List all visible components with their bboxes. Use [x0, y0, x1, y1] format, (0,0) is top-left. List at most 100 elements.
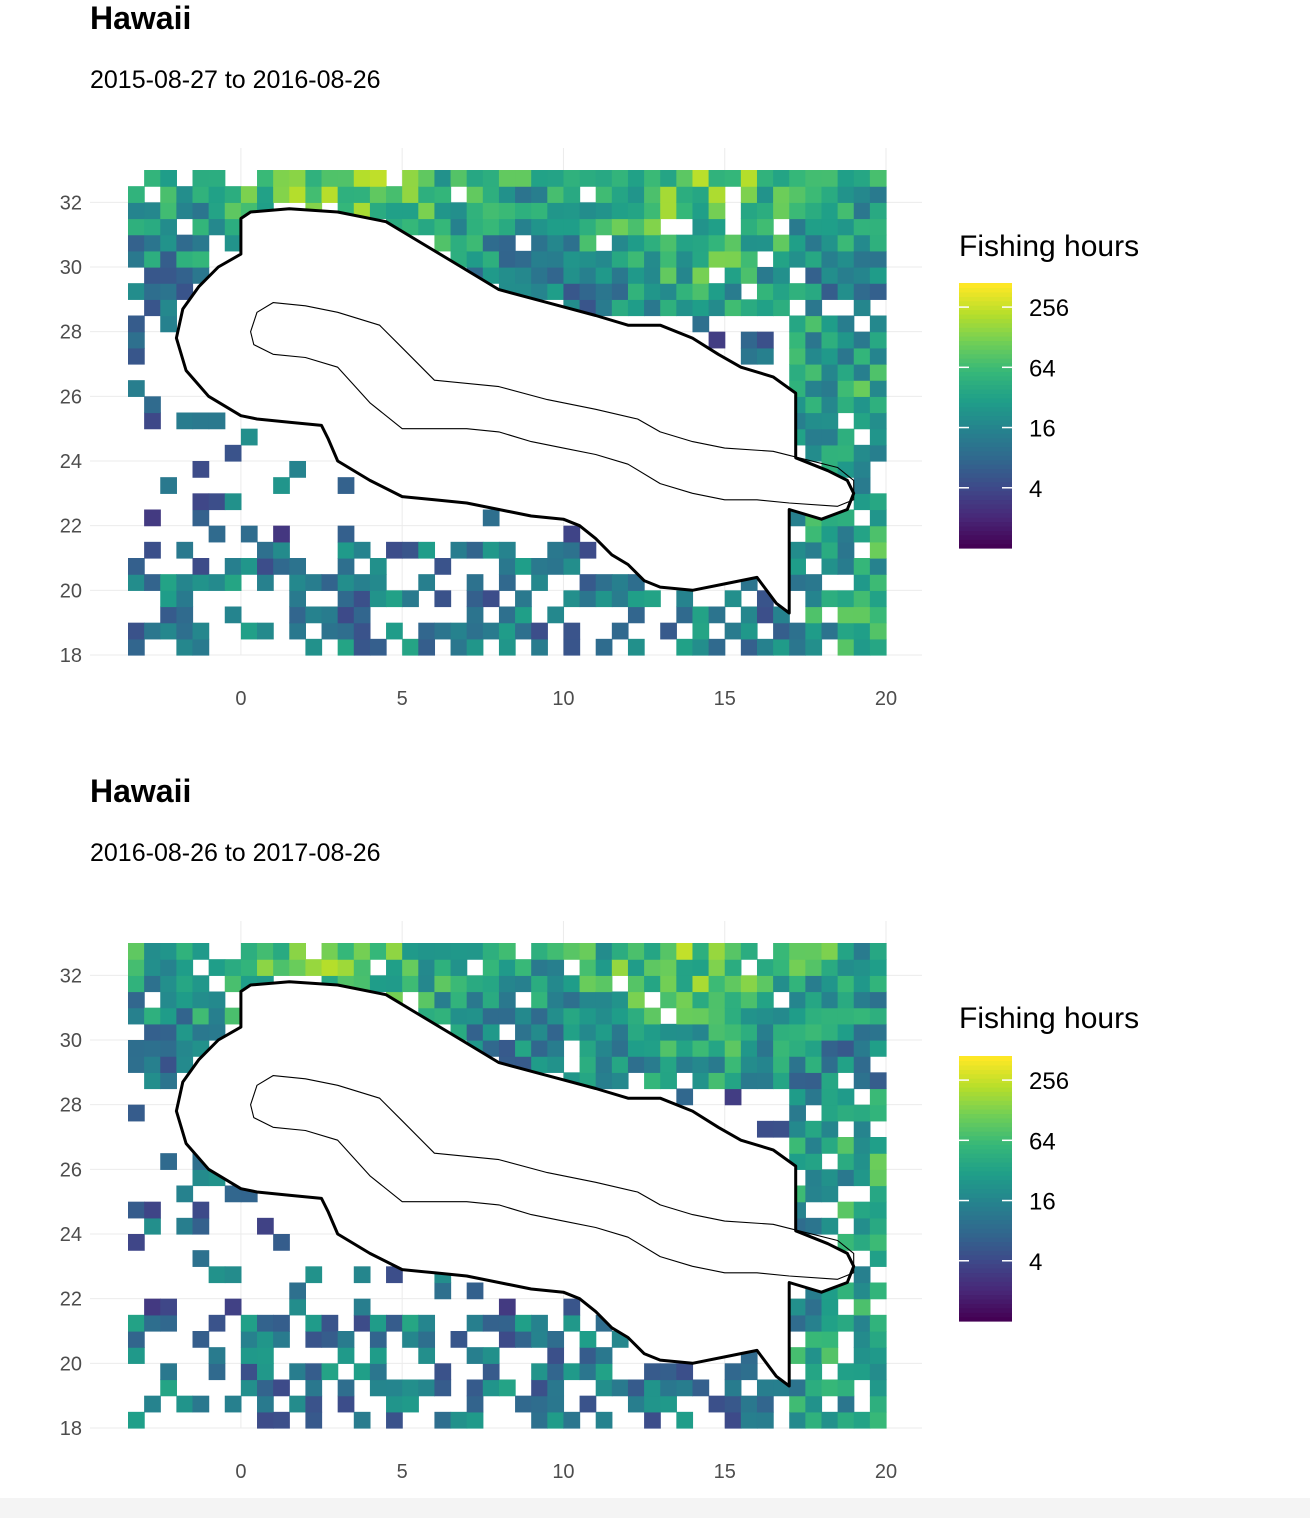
legend-colorbar-segment [959, 393, 1012, 399]
heatmap-cell [805, 380, 823, 397]
heatmap-cell [756, 1379, 774, 1397]
heatmap-cell [692, 606, 710, 624]
heatmap-cell [805, 202, 823, 220]
heatmap-cell [869, 1331, 887, 1348]
heatmap-cell [321, 606, 339, 624]
heatmap-cell [305, 1314, 323, 1332]
heatmap-cell [482, 170, 500, 187]
heatmap-cell [869, 1072, 887, 1090]
heatmap-cell [498, 622, 516, 640]
heatmap-cell [418, 1379, 436, 1397]
heatmap-cell [724, 1007, 742, 1025]
heatmap-cell [853, 331, 871, 349]
heatmap-cell [482, 943, 500, 960]
heatmap-cell [208, 1266, 226, 1284]
heatmap-cell [756, 638, 774, 656]
heatmap-cell [676, 1088, 694, 1106]
heatmap-cell [869, 315, 887, 333]
heatmap-cell [257, 959, 274, 976]
heatmap-cell [611, 283, 629, 300]
heatmap-cell [369, 574, 387, 591]
heatmap-cell [208, 1314, 226, 1332]
heatmap-cell [853, 299, 871, 317]
legend-colorbar-segment [959, 512, 1012, 518]
heatmap-cell [531, 1007, 548, 1025]
heatmap-cell [708, 170, 726, 187]
heatmap-cell [160, 622, 177, 640]
heatmap-cell [821, 428, 839, 446]
chart-title: Hawaii [90, 0, 192, 36]
heatmap-cell [450, 170, 468, 187]
heatmap-cell [579, 975, 597, 993]
legend-colorbar-segment [959, 1303, 1012, 1309]
heatmap-cell [402, 170, 419, 187]
heatmap-cell [466, 1007, 484, 1025]
legend-colorbar-segment [959, 1228, 1012, 1234]
heatmap-cell [853, 202, 871, 220]
heatmap-cell [515, 1314, 532, 1332]
heatmap-cell [160, 218, 177, 236]
heatmap-cell [595, 1363, 613, 1381]
heatmap-cell [611, 590, 629, 608]
y-tick-label: 26 [60, 1159, 82, 1181]
heatmap-cell [434, 590, 452, 608]
heatmap-cell [611, 943, 629, 960]
chart-subtitle: 2016-08-26 to 2017-08-26 [90, 839, 381, 867]
legend-colorbar-segment [959, 349, 1012, 355]
heatmap-cell [611, 959, 629, 976]
heatmap-cell [498, 250, 516, 268]
heatmap-cell [805, 283, 823, 300]
heatmap-cell [176, 622, 194, 640]
legend-break-label: 64 [1029, 1128, 1056, 1155]
heatmap-cell [434, 1282, 452, 1300]
heatmap-cell [676, 250, 694, 268]
heatmap-cell [853, 1072, 871, 1090]
heatmap-cell [515, 590, 532, 608]
heatmap-cell [789, 638, 806, 656]
heatmap-cell [869, 1314, 887, 1332]
heatmap-cell [418, 170, 436, 187]
legend-colorbar-segment [959, 1254, 1012, 1260]
heatmap-cell [805, 1153, 823, 1170]
heatmap-cell [853, 1007, 871, 1025]
legend-colorbar-segment [959, 1276, 1012, 1282]
heatmap-cell [289, 590, 307, 608]
heatmap-cell [257, 622, 274, 640]
heatmap-cell [224, 218, 242, 236]
heatmap-cell [869, 1137, 887, 1154]
heatmap-cell [321, 1331, 339, 1348]
heatmap-cell [128, 959, 145, 976]
heatmap-cell [789, 943, 806, 960]
heatmap-cell [756, 606, 774, 624]
heatmap-cell [837, 170, 855, 187]
heatmap-cell [386, 959, 403, 976]
heatmap-cell [692, 1023, 710, 1041]
legend-colorbar-segment [959, 1294, 1012, 1300]
y-tick-label: 30 [60, 1030, 82, 1052]
heatmap-cell [305, 1395, 323, 1413]
heatmap-cell [305, 186, 323, 203]
heatmap-cell [595, 1347, 613, 1364]
heatmap-cell [369, 638, 387, 656]
heatmap-cell [531, 202, 548, 220]
heatmap-cell [498, 606, 516, 624]
heatmap-cell [821, 1137, 839, 1154]
heatmap-cell [531, 1056, 548, 1073]
heatmap-cell [192, 991, 210, 1009]
heatmap-cell [337, 590, 355, 608]
heatmap-cell [305, 1411, 323, 1429]
heatmap-cell [740, 1072, 758, 1090]
heatmap-cell [176, 574, 194, 591]
heatmap-cell [837, 590, 855, 608]
legend-colorbar-segment [959, 450, 1012, 456]
heatmap-cell [644, 218, 661, 236]
heatmap-cell [837, 1379, 855, 1397]
heatmap-cell [837, 558, 855, 575]
heatmap-cell [805, 975, 823, 993]
heatmap-cell [708, 991, 726, 1009]
heatmap-cell [869, 1088, 887, 1106]
heatmap-cell [869, 1411, 887, 1429]
heatmap-cell [853, 558, 871, 575]
heatmap-cell [611, 1072, 629, 1090]
x-tick-label: 0 [235, 688, 246, 710]
